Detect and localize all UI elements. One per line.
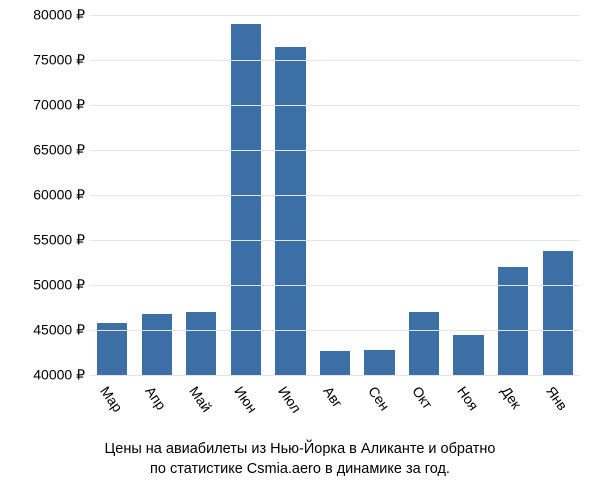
bar [543,251,573,375]
grid-line [90,105,580,106]
x-tick-label: Апр [142,383,169,412]
price-chart: 40000 ₽ 45000 ₽ 50000 ₽ 55000 ₽ 60000 ₽ 65000… [0,0,600,500]
caption-line-1: Цены на авиабилеты из Нью-Йорка в Аликан… [105,441,496,457]
y-tick-label: 55000 ₽ [33,232,85,249]
x-tick-label: Июл [276,383,305,415]
y-tick-label: 70000 ₽ [33,97,85,114]
bar [409,312,439,375]
x-tick-label: Дек [498,383,525,411]
x-tick-label: Май [187,383,216,415]
bar [498,267,528,375]
bar [186,312,216,375]
y-tick-label: 80000 ₽ [33,7,85,24]
x-tick-label: Мар [97,383,126,415]
x-tick-label: Авг [320,383,346,410]
x-tick-label: Июн [231,383,260,415]
bar [275,47,305,376]
plot-area [90,15,580,375]
grid-line [90,375,580,376]
grid-line [90,240,580,241]
chart-caption: Цены на авиабилеты из Нью-Йорка в Аликан… [0,440,600,479]
bar [320,351,350,375]
y-tick-label: 45000 ₽ [33,322,85,339]
x-tick-label: Окт [409,383,436,412]
grid-line [90,285,580,286]
y-tick-label: 75000 ₽ [33,52,85,69]
y-tick-label: 60000 ₽ [33,187,85,204]
y-tick-label: 40000 ₽ [33,367,85,384]
x-tick-label: Ноя [454,383,482,413]
x-tick-label: Сен [365,383,393,413]
y-tick-label: 65000 ₽ [33,142,85,159]
grid-line [90,15,580,16]
bar [453,335,483,376]
bar [142,314,172,375]
grid-line [90,195,580,196]
x-tick-label: Янв [543,383,571,413]
y-tick-label: 50000 ₽ [33,277,85,294]
bar [231,24,261,375]
caption-line-2: по статистике Csmia.aero в динамике за г… [150,461,450,477]
bar [364,350,394,375]
grid-line [90,150,580,151]
grid-line [90,330,580,331]
grid-line [90,60,580,61]
